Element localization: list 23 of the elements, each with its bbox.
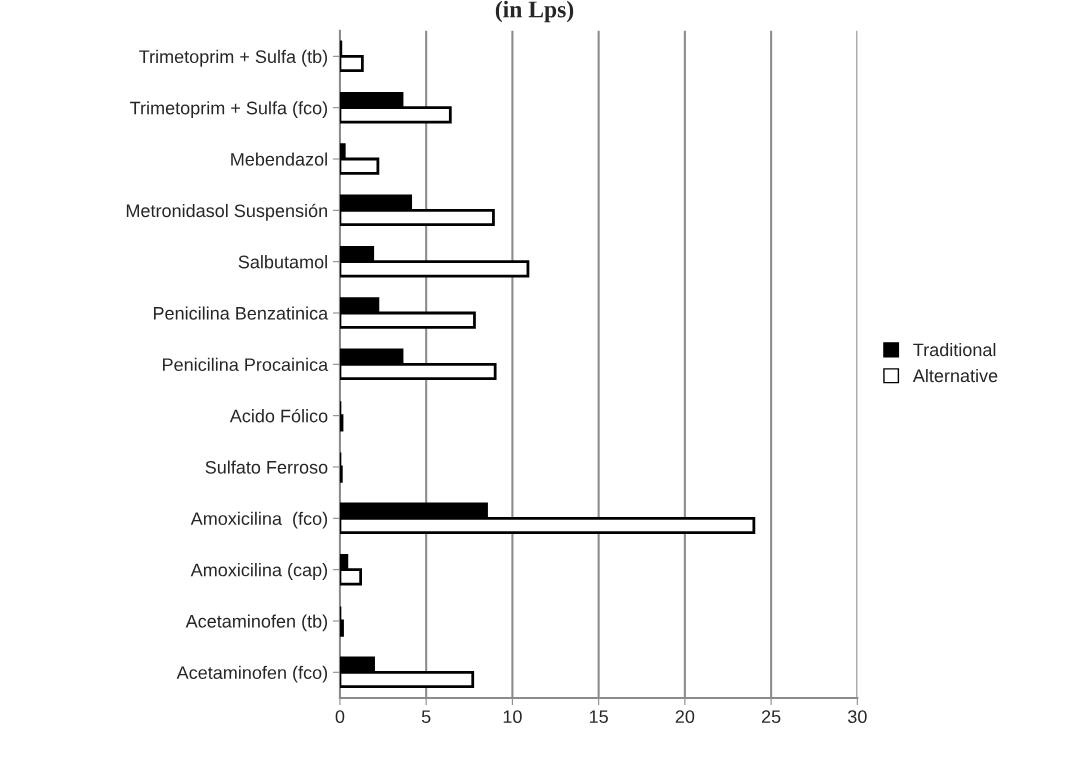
y-tick-label: Acetaminofen (tb) <box>185 614 328 632</box>
y-tick-label: Mebendazol <box>231 152 327 166</box>
x-tick-label: 20 <box>675 710 695 724</box>
y-tick-label: Acido Fólico <box>229 408 328 423</box>
x-tick-label: 30 <box>847 710 867 724</box>
x-tick-label: 25 <box>761 710 781 724</box>
chart-title: (in Lps) <box>495 0 574 23</box>
y-tick-label: Amoxicilina (cap) <box>190 563 328 580</box>
x-tick-label: 5 <box>421 710 431 724</box>
y-tick-label: Sulfato Ferroso <box>205 460 328 474</box>
y-tick-label: Penicilina Procainica <box>163 357 329 372</box>
legend-label: Alternative <box>912 368 998 383</box>
legend-label: Traditional <box>913 342 996 357</box>
x-tick-label: 15 <box>589 710 608 724</box>
y-tick-label: Acetaminofen (fco) <box>176 665 328 683</box>
y-tick-label: Amoxicilina (fco) <box>190 511 328 529</box>
x-tick-label: 0 <box>335 710 345 724</box>
y-tick-label: Trimetoprim + Sulfa (tb) <box>139 49 328 67</box>
y-tick-label: Salbutamol <box>238 255 327 269</box>
y-tick-label: Trimetoprim + Sulfa (fco) <box>130 101 328 118</box>
y-tick-label: Metronidasol Suspensión <box>126 203 327 221</box>
y-tick-label: Penicilina Benzatinica <box>153 306 329 320</box>
x-tick-label: 10 <box>503 710 522 724</box>
